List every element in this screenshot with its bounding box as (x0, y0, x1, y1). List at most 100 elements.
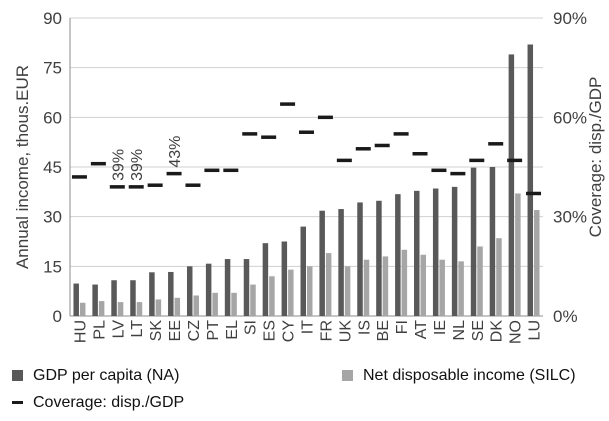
bar-gdp-se (470, 167, 477, 316)
legend-row-1: GDP per capita (NA) Net disposable incom… (12, 362, 602, 389)
x-tick-label-el: EL (224, 320, 241, 340)
bar-silc-ie (439, 259, 445, 316)
x-tick-label-lt: LT (129, 320, 146, 338)
annotation-ee: 43% (167, 136, 184, 168)
bar-gdp-uk (338, 209, 344, 316)
y2-axis-label: Coverage: disp./GDP (586, 77, 605, 238)
bar-gdp-nl (451, 186, 458, 316)
x-tick-label-it: IT (300, 320, 317, 334)
bar-gdp-at (414, 190, 420, 316)
legend-item-gdp: GDP per capita (NA) (12, 367, 342, 385)
bar-gdp-no (508, 54, 515, 317)
y-tick-label: 60 (43, 108, 62, 127)
x-tick-label-fr: FR (318, 320, 335, 341)
bar-gdp-cz (186, 266, 193, 316)
bar-silc-pl (98, 301, 105, 316)
legend-item-silc: Net disposable income (SILC) (342, 367, 576, 385)
annotation-lv: 39% (110, 149, 127, 181)
x-tick-label-sk: SK (148, 320, 165, 342)
bar-gdp-cy (281, 241, 288, 316)
bar-gdp-ie (432, 188, 439, 316)
bar-silc-hu (79, 302, 86, 316)
x-tick-label-dk: DK (489, 320, 506, 343)
x-tick-label-at: AT (413, 320, 430, 339)
x-tick-label-cy: CY (281, 320, 298, 343)
bar-gdp-lt (130, 280, 136, 316)
bar-gdp-hu (73, 283, 79, 316)
x-tick-label-se: SE (470, 320, 487, 341)
x-tick-label-nl: NL (451, 320, 468, 341)
bar-silc-cz (193, 295, 199, 316)
x-tick-label-uk: UK (337, 320, 354, 343)
bar-silc-es (269, 276, 275, 316)
bar-silc-no (515, 193, 521, 316)
bar-silc-sk (155, 299, 162, 316)
bar-silc-cy (288, 269, 294, 316)
x-tick-label-cz: CZ (186, 320, 203, 342)
bar-gdp-is (357, 202, 363, 316)
x-tick-label-ie: IE (432, 320, 449, 335)
x-tick-label-pl: PL (91, 320, 108, 340)
bar-silc-be (382, 256, 389, 316)
x-tick-label-no: NO (508, 320, 525, 344)
legend-label-silc: Net disposable income (SILC) (363, 366, 576, 384)
bar-gdp-lv (111, 280, 117, 316)
x-tick-label-be: BE (375, 320, 392, 341)
y2-tick-label: 60% (553, 108, 587, 127)
x-tick-label-ee: EE (167, 320, 184, 341)
bar-silc-dk (496, 238, 502, 316)
bar-silc-el (231, 292, 237, 316)
y-tick-label: 75 (43, 59, 62, 78)
bar-gdp-fr (319, 210, 325, 316)
x-tick-label-pt: PT (205, 320, 222, 341)
y-tick-label: 15 (43, 257, 62, 276)
x-tick-label-lu: LU (527, 320, 544, 340)
bar-gdp-be (376, 200, 382, 316)
y-tick-label: 30 (43, 208, 62, 227)
bar-gdp-es (262, 243, 269, 316)
bar-silc-fi (401, 249, 408, 316)
x-tick-label-si: SI (243, 320, 260, 335)
bar-silc-se (477, 246, 483, 316)
y-tick-label: 0 (53, 307, 62, 326)
bar-gdp-sk (149, 272, 155, 316)
legend-row-2: Coverage: disp./GDP (12, 389, 602, 416)
bar-silc-nl (458, 261, 464, 316)
bar-gdp-si (243, 259, 250, 316)
legend-swatch-gdp (12, 370, 23, 381)
bar-silc-lu (534, 210, 540, 316)
legend-label-gdp: GDP per capita (NA) (33, 366, 180, 384)
bar-silc-si (250, 284, 256, 316)
bar-gdp-ee (168, 271, 174, 316)
legend-item-coverage: Coverage: disp./GDP (12, 394, 184, 412)
legend-label-coverage: Coverage: disp./GDP (33, 393, 185, 411)
y-axis-label: Annual income, thous.EUR (13, 65, 32, 269)
annotation-lt: 39% (129, 149, 146, 181)
bar-gdp-lu (527, 44, 534, 316)
y2-tick-label: 30% (553, 208, 587, 227)
bar-gdp-el (224, 259, 231, 316)
x-tick-label-hu: HU (72, 320, 89, 343)
x-tick-label-fi: FI (394, 320, 411, 334)
legend: GDP per capita (NA) Net disposable incom… (12, 362, 602, 416)
bar-gdp-it (300, 226, 306, 316)
bar-silc-lt (136, 302, 143, 316)
income-chart: 0 15 30 45 60 75 90 0% 30% 60% 90% Annual income, t… (13, 9, 605, 344)
bar-silc-lv (117, 302, 124, 316)
y-tick-label: 45 (43, 158, 62, 177)
x-tick-label-lv: LV (110, 320, 127, 339)
bar-silc-fr (325, 253, 332, 316)
y2-tick-label: 0% (553, 307, 578, 326)
y2-tick-label: 90% (553, 9, 587, 28)
y-tick-label: 90 (43, 9, 62, 28)
legend-swatch-silc (342, 370, 353, 381)
bar-gdp-dk (489, 167, 496, 316)
x-tick-label-is: IS (356, 320, 373, 335)
bar-silc-uk (344, 266, 351, 316)
bar-gdp-pl (92, 284, 98, 316)
bar-silc-it (307, 266, 313, 316)
bar-silc-is (363, 259, 370, 316)
bar-silc-at (420, 254, 427, 316)
x-tick-label-es: ES (262, 320, 279, 341)
